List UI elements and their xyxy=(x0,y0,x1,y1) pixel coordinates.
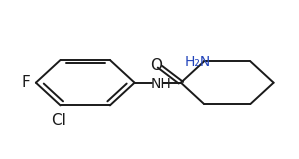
Text: NH: NH xyxy=(150,77,171,91)
Text: H₂N: H₂N xyxy=(184,55,210,69)
Text: Cl: Cl xyxy=(52,113,66,128)
Text: F: F xyxy=(22,75,30,90)
Text: O: O xyxy=(150,58,162,73)
